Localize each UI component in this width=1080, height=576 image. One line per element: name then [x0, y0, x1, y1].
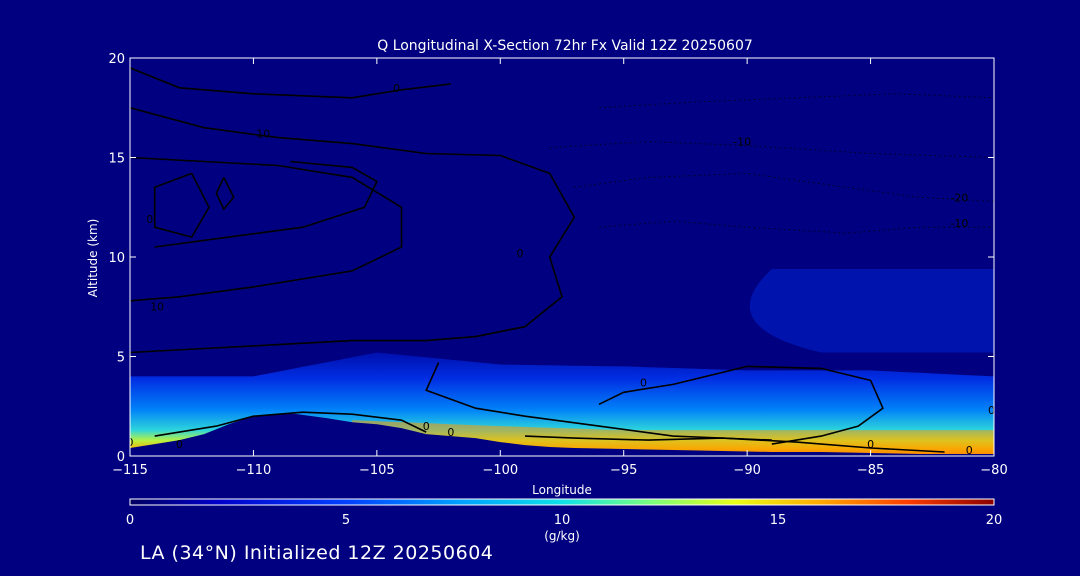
contour-line-3 — [153, 172, 210, 239]
dashed-contour-0 — [598, 220, 994, 234]
upper-moisture-plume — [749, 268, 994, 353]
y-tick-label-4: 20 — [108, 52, 125, 67]
colorbar-ticks: 0 5 10 15 20 — [126, 513, 1002, 528]
colorbar-tick-label-1: 5 — [342, 513, 350, 528]
contour-line-0 — [130, 67, 451, 99]
colorbar-tick-label-2: 10 — [554, 513, 571, 528]
footer-caption: LA (34°N) Initialized 12Z 20250604 — [140, 542, 494, 564]
y-axis-label: Altitude (km) — [86, 219, 100, 298]
x-tick-label-0: −115 — [112, 463, 148, 478]
x-tick-label-2: −105 — [359, 463, 395, 478]
contour-line-1 — [130, 107, 576, 338]
y-tick-label-1: 5 — [117, 351, 125, 366]
dashed-contour-2 — [549, 141, 994, 158]
contour-label-1: 10 — [256, 128, 270, 141]
colorbar-tick-label-3: 15 — [770, 513, 787, 528]
contour-line-4 — [215, 177, 235, 211]
chart-title: Q Longitudinal X-Section 72hr Fx Valid 1… — [377, 38, 753, 54]
x-tick-label-7: −80 — [980, 463, 1007, 478]
contour-label-9: 0 — [447, 426, 454, 439]
contour-line-10 — [524, 435, 945, 453]
contour-line-8 — [598, 365, 884, 445]
y-tick-label-0: 0 — [117, 450, 125, 465]
dashed-contour-1 — [574, 172, 994, 202]
x-tick-label-3: −100 — [482, 463, 518, 478]
plot-area: 0 10 0 10 0 0 0 0 0 0 0 0 0 -10 -20 -10 — [127, 58, 995, 457]
colorbar-tick-label-0: 0 — [126, 513, 134, 528]
contour-label-7: 0 — [176, 438, 183, 451]
contour-line-5 — [154, 160, 378, 248]
dashed-contour-3 — [598, 93, 994, 109]
y-tick-label-2: 10 — [108, 251, 125, 266]
x-tick-label-1: −110 — [236, 463, 272, 478]
contour-label-0: 0 — [393, 82, 400, 95]
contour-line-2 — [130, 156, 403, 302]
terrain — [130, 413, 994, 456]
x-tick-label-5: −90 — [733, 463, 760, 478]
contour-line-6 — [130, 325, 526, 354]
contour-line-7 — [425, 362, 772, 441]
x-axis-label: Longitude — [532, 483, 592, 497]
contour-label-15: -10 — [950, 217, 968, 230]
contour-label-14: -20 — [950, 191, 968, 204]
contour-label-5: 0 — [640, 376, 647, 389]
contour-label-2: 0 — [146, 213, 153, 226]
y-axis: 0 5 10 15 20 — [108, 52, 994, 465]
contour-label-8: 0 — [423, 420, 430, 433]
contour-label-4: 0 — [517, 247, 524, 260]
contour-label-12: 0 — [988, 404, 995, 417]
y-tick-label-3: 15 — [108, 152, 125, 167]
x-axis: −115 −110 −105 −100 −95 −90 −85 −80 — [112, 58, 1008, 478]
x-tick-label-6: −85 — [857, 463, 884, 478]
x-tick-label-4: −95 — [610, 463, 637, 478]
contour-label-11: 0 — [966, 444, 973, 457]
colorbar-bar — [129, 498, 995, 506]
colorbar-tick-label-4: 20 — [986, 513, 1003, 528]
contour-label-10: 0 — [867, 438, 874, 451]
colorbar: 0 5 10 15 20 (g/kg) — [126, 498, 1002, 543]
contour-label-6: 0 — [127, 436, 134, 449]
contour-line-9 — [154, 411, 427, 437]
colorbar-label: (g/kg) — [544, 529, 580, 543]
contour-label-3: 10 — [150, 301, 164, 314]
contour-label-13: -10 — [733, 136, 751, 149]
